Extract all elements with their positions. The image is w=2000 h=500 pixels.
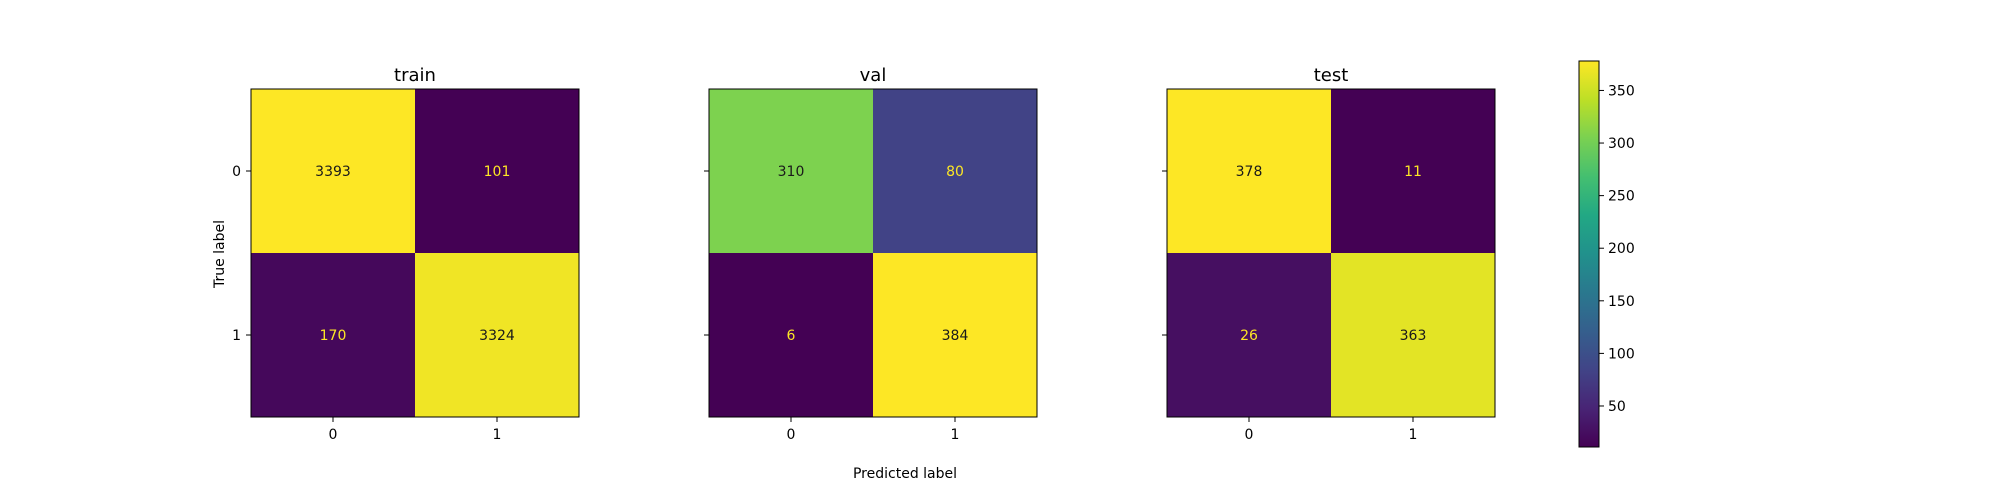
heatmap-cell [1331, 253, 1495, 417]
x-axis-label: Predicted label [853, 466, 957, 482]
x-tick-label: 1 [1409, 427, 1418, 443]
cell-value: 6 [787, 328, 796, 344]
colorbar-gradient [1578, 60, 1600, 448]
heatmap-cell [1167, 89, 1331, 253]
cell-value: 378 [1236, 164, 1263, 180]
panel-title: test [1314, 65, 1349, 86]
panel-frame [708, 88, 1038, 418]
y-axis-label: True label [212, 220, 228, 289]
heatmap-cell [251, 89, 415, 253]
cell-value: 3324 [479, 328, 515, 344]
heatmap-cell [873, 89, 1037, 253]
colorbar-tick-label: 100 [1608, 346, 1635, 362]
cell-value: 363 [1400, 328, 1427, 344]
heatmap-cell [251, 253, 415, 417]
x-tick-label: 0 [329, 427, 338, 443]
cell-value: 80 [946, 164, 964, 180]
heatmap-cell [415, 253, 579, 417]
heatmap-cell [415, 89, 579, 253]
cell-value: 3393 [315, 164, 351, 180]
colorbar-tick-label: 300 [1608, 136, 1635, 152]
heatmap-cell [709, 89, 873, 253]
panel-title: train [394, 65, 436, 86]
panel-frame [1166, 88, 1496, 418]
y-tick-label: 1 [232, 328, 241, 344]
cell-value: 26 [1240, 328, 1258, 344]
heatmap-cell [873, 253, 1037, 417]
cell-value: 101 [484, 164, 511, 180]
colorbar-tick-label: 150 [1608, 294, 1635, 310]
colorbar-tick-label: 350 [1608, 83, 1635, 99]
panel-val: val 310 80 6 384 0 1 [704, 65, 1038, 443]
cell-value: 384 [942, 328, 969, 344]
heatmap-cell [1167, 253, 1331, 417]
x-tick-label: 1 [493, 427, 502, 443]
colorbar: 50 100 150 200 250 300 350 [1578, 60, 1635, 448]
panel-frame [250, 88, 580, 418]
cell-value: 11 [1404, 164, 1422, 180]
panel-title: val [860, 65, 887, 86]
heatmap-cell [709, 253, 873, 417]
x-tick-label: 0 [787, 427, 796, 443]
colorbar-tick-label: 200 [1608, 241, 1635, 257]
colorbar-tick-label: 50 [1608, 399, 1626, 415]
cell-value: 310 [778, 164, 805, 180]
x-tick-label: 1 [951, 427, 960, 443]
colorbar-tick-label: 250 [1608, 189, 1635, 205]
panel-test: test 378 11 26 363 0 1 [1162, 65, 1496, 443]
y-tick-label: 0 [232, 164, 241, 180]
heatmap-cell [1331, 89, 1495, 253]
cell-value: 170 [320, 328, 347, 344]
x-tick-label: 0 [1245, 427, 1254, 443]
